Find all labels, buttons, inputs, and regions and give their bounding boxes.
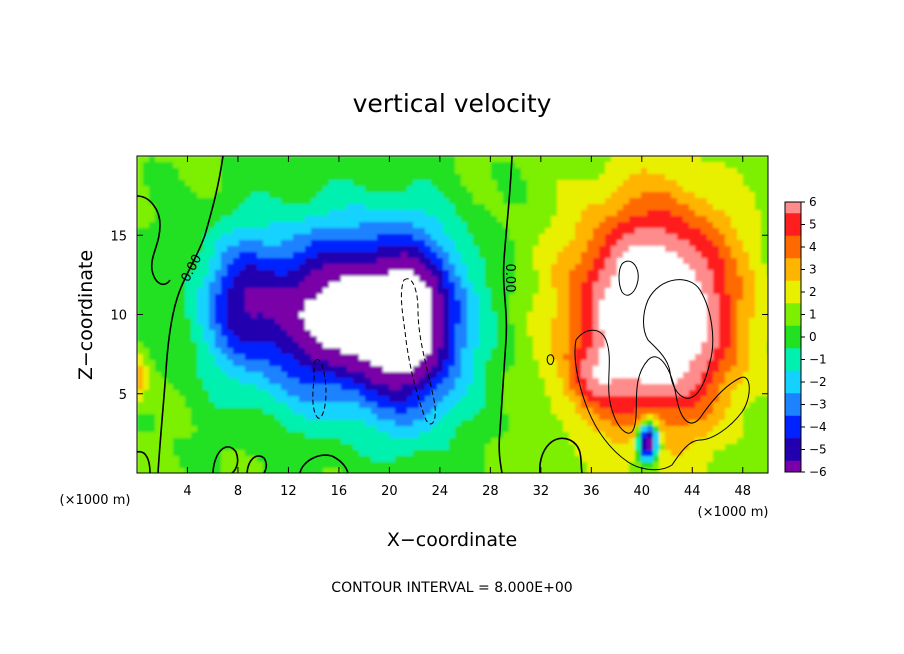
colorbar-swatch [785, 449, 801, 462]
colorbar: 6 5 4 3 2 1 0 −1 −2 −3 −4 −5 −6 [784, 195, 827, 479]
heatmap-field [137, 156, 768, 473]
colorbar-swatch [785, 359, 801, 372]
x-axis-label: X−coordinate [387, 529, 517, 551]
zero-contour-bottom-cell-e [137, 450, 151, 473]
y-tick-label: 15 [110, 229, 127, 244]
colorbar-label: −3 [809, 398, 827, 412]
colorbar-swatch [785, 303, 801, 315]
zero-contour-bottom-cell-b [246, 455, 268, 473]
colorbar-label: 6 [809, 195, 817, 209]
x-tick-label: 40 [634, 484, 651, 499]
colorbar-swatch [785, 370, 801, 383]
x-tick-label: 28 [482, 484, 499, 499]
colorbar-label: 2 [809, 285, 817, 299]
x-tick-label: 44 [684, 484, 701, 499]
colorbar-label: 1 [809, 308, 817, 322]
colorbar-swatch [785, 224, 801, 237]
zero-contour-bottom-cell-d [539, 437, 583, 473]
x-unit-label: (×1000 m) [698, 505, 769, 520]
colorbar-label: −2 [809, 375, 827, 389]
zero-contour-bottom-cell-a [212, 446, 239, 473]
colorbar-swatch [785, 427, 801, 439]
x-tick-label: 32 [533, 484, 550, 499]
x-tick-label: 12 [280, 484, 297, 499]
colorbar-label: −1 [809, 353, 827, 367]
colorbar-swatch [785, 202, 801, 214]
colorbar-swatch [785, 438, 801, 450]
colorbar-swatch [785, 393, 801, 405]
colorbar-swatch [785, 235, 801, 248]
colorbar-swatch [785, 325, 801, 338]
colorbar-swatch [785, 337, 801, 349]
colorbar-swatch [785, 269, 801, 282]
plot-area: 0.00 0.00 [136, 155, 769, 474]
chart-title: vertical velocity [353, 89, 552, 118]
colorbar-swatch [785, 280, 801, 293]
contour-label-mid: 0.00 [502, 264, 517, 293]
y-unit-label: (×1000 m) [60, 493, 131, 508]
colorbar-label: 0 [809, 330, 817, 344]
colorbar-label: −4 [809, 420, 827, 434]
small-contour-dot [546, 354, 555, 365]
positive-contour-outer [574, 329, 750, 471]
colorbar-swatch [785, 348, 801, 360]
contour-lines [137, 156, 750, 473]
x-tick-label: 24 [432, 484, 449, 499]
x-tick-label: 48 [734, 484, 751, 499]
colorbar-swatch [785, 258, 801, 270]
colorbar-label: −5 [809, 443, 827, 457]
x-tick-label: 8 [234, 484, 242, 499]
colorbar-swatch [785, 382, 801, 394]
colorbar-swatch [785, 404, 801, 417]
y-tick-label: 10 [110, 309, 127, 324]
contour-interval-note: CONTOUR INTERVAL = 8.000E+00 [331, 580, 572, 596]
y-tick-label: 5 [119, 388, 127, 403]
zero-contour-bottom-cell-c [299, 454, 349, 473]
colorbar-swatch [785, 314, 801, 327]
colorbar-swatch [785, 213, 801, 225]
colorbar-swatch [785, 247, 801, 259]
colorbar-swatch [785, 460, 801, 473]
colorbar-label: 5 [809, 218, 817, 232]
zero-contour-topleft-cell [137, 195, 171, 286]
negative-contour-dashed-a [400, 278, 436, 425]
positive-contour-small [618, 260, 639, 296]
x-tick-label: 16 [331, 484, 348, 499]
zero-contour-left [157, 156, 224, 473]
positive-contour-inner [643, 279, 714, 399]
x-tick-label: 4 [183, 484, 191, 499]
colorbar-label: −6 [809, 465, 827, 479]
y-axis-label: Z−coordinate [75, 250, 97, 380]
y-axis: 5 10 15 [110, 229, 768, 403]
x-tick-label: 36 [583, 484, 600, 499]
x-tick-label: 20 [381, 484, 398, 499]
zero-contour-mid [498, 156, 513, 473]
negative-contour-dashed-b [312, 359, 327, 419]
colorbar-label: 4 [809, 240, 817, 254]
colorbar-swatch [785, 292, 801, 304]
colorbar-label: 3 [809, 263, 817, 277]
colorbar-swatch [785, 415, 801, 428]
x-axis: 4 8 12 16 20 24 28 32 36 40 44 48 [183, 156, 751, 499]
